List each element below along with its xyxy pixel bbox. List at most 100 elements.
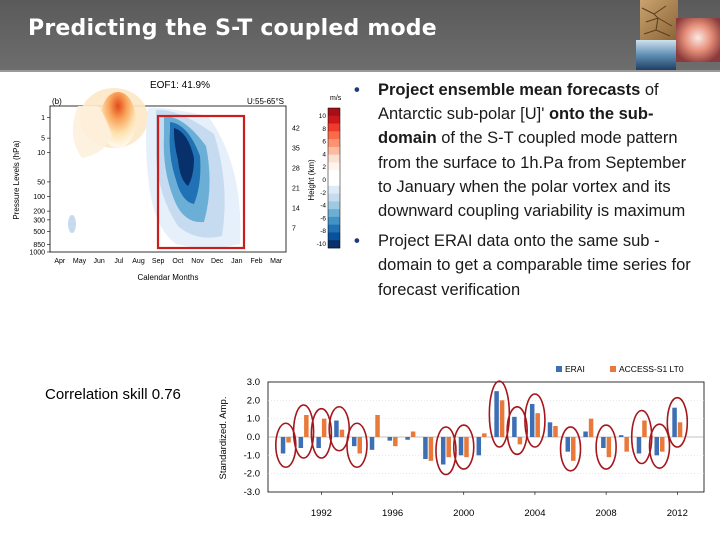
cloud-photo	[676, 18, 720, 62]
colorbar-swatch	[328, 170, 340, 179]
erai-bar	[316, 437, 321, 448]
bar-y-tick-label: -1.0	[244, 450, 260, 461]
colorbar-swatch	[328, 123, 340, 132]
heatmap-y-tick-label: 50	[37, 179, 45, 186]
colorbar-ticks: 10 8 6 4 2 0 -2 -4 -6 -8 -10	[317, 113, 327, 248]
heatmap-x-tick-label: Jan	[231, 258, 242, 265]
colorbar	[327, 107, 341, 249]
heatmap-x-tick-label: Oct	[172, 258, 183, 265]
colorbar-swatch	[328, 201, 340, 210]
heatmap-x-tick-label: Mar	[270, 258, 283, 265]
erai-bar	[387, 437, 393, 441]
heatmap-y2-tick-label: 7	[292, 226, 296, 233]
year-circle	[506, 406, 528, 456]
erai-bar	[654, 437, 660, 456]
access-bar	[553, 426, 558, 437]
bullet-text: Project ensemble mean forecasts	[378, 81, 641, 99]
access-bar	[286, 437, 291, 443]
access-bar	[677, 422, 683, 437]
heatmap-x-tick-label: Nov	[191, 258, 204, 265]
colorbar-tick-label: 6	[322, 139, 326, 146]
erai-bar	[440, 437, 446, 465]
colorbar-tick-label: 2	[322, 164, 326, 171]
bar-x-ticks: 1992 1996 2000 2004 2008 2012	[311, 492, 688, 519]
cracked-earth-photo	[640, 0, 678, 40]
bar-x-tick-label: 1996	[382, 508, 403, 519]
year-circle	[292, 404, 315, 459]
legend-label: ACCESS-S1 LT0	[619, 364, 684, 374]
colorbar-tick-label: 4	[322, 151, 326, 158]
heatmap-y2label: Height (km)	[307, 159, 316, 201]
erai-bar	[476, 437, 482, 456]
slide-title: Predicting the S-T coupled mode	[28, 16, 437, 41]
heatmap-ylabel: Pressure Levels (hPa)	[12, 140, 21, 219]
bar-y-tick-label: 0.0	[247, 432, 260, 443]
colorbar-swatch	[328, 178, 340, 187]
bar-x-tick-label: 2012	[667, 508, 688, 519]
legend-label: ERAI	[565, 364, 585, 374]
colorbar-tick-label: -8	[320, 228, 326, 235]
heatmap-y-tick-label: 5	[41, 136, 45, 143]
erai-bar	[618, 435, 624, 437]
access-bar	[660, 437, 665, 452]
bar-ylabel: Standardized. Amp.	[218, 397, 229, 480]
colorbar-swatch	[328, 224, 340, 233]
erai-bar	[565, 437, 571, 452]
title-rule	[0, 70, 720, 72]
access-bar	[606, 437, 612, 458]
access-bar	[410, 431, 416, 437]
highlight-box	[156, 114, 246, 250]
bullet-item: • Project ERAI data onto the same sub -do…	[352, 229, 704, 302]
erai-bar	[494, 391, 499, 437]
colorbar-swatch	[328, 240, 340, 249]
bar-x-tick-label: 2008	[596, 508, 617, 519]
heatmap-x-tick-label: May	[73, 258, 87, 265]
erai-bar	[512, 416, 517, 437]
bar-x-tick-label: 2000	[453, 508, 474, 519]
bullet-text: of the S-T coupled mode pattern from the…	[378, 129, 687, 221]
heatmap-subtitle: U:55-65°S	[247, 97, 284, 106]
heatmap-y-tick-label: 850	[33, 242, 45, 249]
bar-marks	[280, 391, 683, 465]
year-circle	[524, 393, 546, 448]
colorbar-swatch	[328, 115, 340, 124]
colorbar-swatch	[328, 209, 340, 218]
access-bar	[304, 415, 309, 437]
bar-y-tick-label: 1.0	[247, 414, 260, 425]
year-circle	[452, 424, 475, 470]
colorbar-tick-label: 8	[322, 126, 326, 133]
eof-heatmap-chart: EOF1: 41.9% (b) U:55-65°S 15105010020030…	[12, 80, 342, 282]
year-circle	[595, 424, 617, 470]
bar-x-tick-label: 2004	[524, 508, 545, 519]
heatmap-y2-tick-label: 14	[292, 206, 300, 213]
year-circle	[559, 426, 582, 472]
access-bar	[624, 437, 629, 452]
legend-swatch	[556, 366, 562, 372]
heatmap-x-tick-label: Jun	[94, 258, 105, 265]
colorbar-unit: m/s	[330, 95, 342, 102]
erai-bar	[334, 420, 339, 437]
colorbar-tick-label: 0	[322, 177, 326, 184]
bar-y-ticks: 3.0 2.0 1.0 0.0 -1.0 -2.0 -3.0	[244, 377, 260, 498]
year-circle	[648, 423, 671, 469]
erai-bar	[298, 437, 304, 448]
colorbar-swatch	[328, 139, 340, 148]
erai-bar	[636, 437, 642, 454]
bar-y-tick-label: 3.0	[247, 377, 260, 388]
year-circle	[630, 409, 653, 465]
bullet-text: Project ERAI data onto the same sub -dom…	[378, 232, 691, 299]
erai-bar	[405, 437, 410, 440]
bullet-item: • Project ensemble mean forecasts of Anta…	[352, 78, 704, 223]
erai-bar	[529, 404, 535, 437]
heatmap-y-tick-label: 100	[33, 194, 45, 201]
heatmap-contours	[68, 88, 241, 249]
heatmap-y2-tick-label: 21	[292, 186, 300, 193]
access-bar	[393, 437, 398, 447]
heatmap-x-tick-label: Jul	[114, 258, 123, 265]
access-bar	[339, 429, 345, 437]
heatmap-x-tick-label: Feb	[250, 258, 262, 265]
colorbar-swatch	[328, 232, 340, 241]
access-bar	[535, 413, 540, 437]
heatmap-y2-ticks: 42 35 28 21 14 7	[292, 126, 300, 233]
